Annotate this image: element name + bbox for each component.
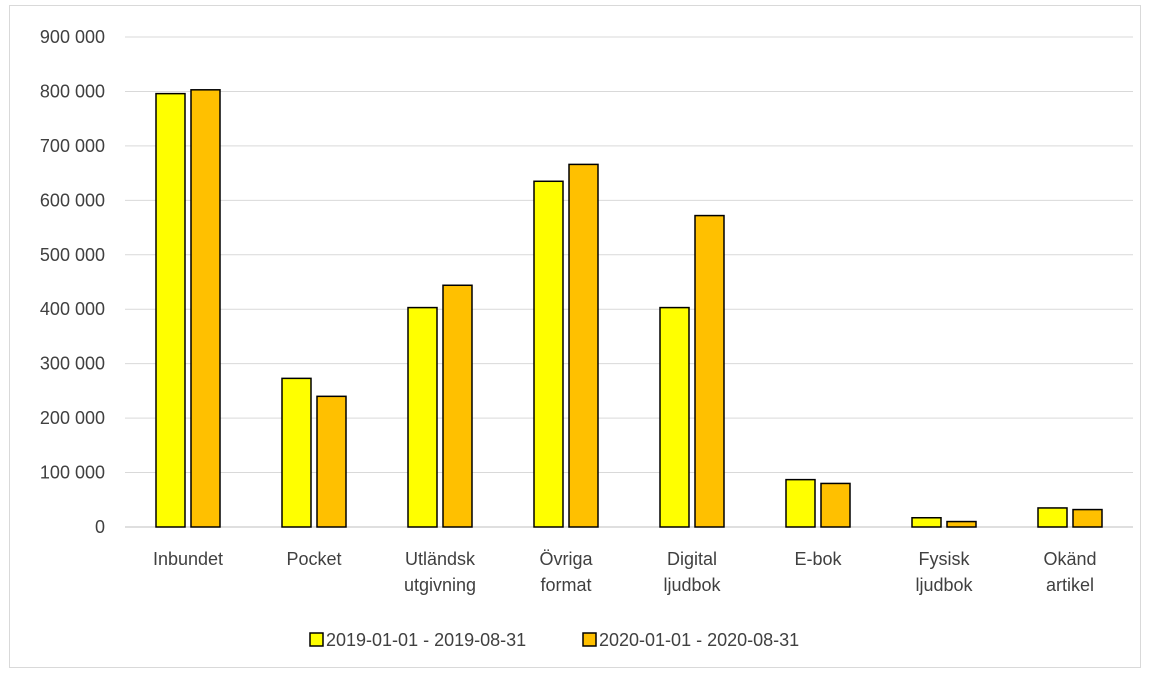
bar-2019 [911,516,942,528]
bar-2020 [694,214,725,528]
bar-2019 [155,92,186,528]
bar-2020 [1072,508,1103,528]
legend-label: 2019-01-01 - 2019-08-31 [326,630,526,650]
bar-2020 [442,284,473,528]
bar-2019 [281,377,312,528]
category-label: Utländsk [405,549,476,569]
category-label: Övriga [539,549,593,569]
category-label: Inbundet [153,549,223,569]
y-tick-label: 700 000 [40,136,105,156]
bar-2019 [1037,507,1068,528]
category-label: format [540,575,591,595]
bar-2019 [659,306,690,528]
category-label: Pocket [286,549,341,569]
legend-label: 2020-01-01 - 2020-08-31 [599,630,799,650]
legend-swatch [582,632,597,647]
y-tick-label: 300 000 [40,354,105,374]
y-tick-label: 0 [95,517,105,537]
y-tick-label: 900 000 [40,27,105,47]
bar-2019 [533,180,564,528]
y-tick-label: 600 000 [40,190,105,210]
category-label: E-bok [794,549,842,569]
y-tick-label: 400 000 [40,299,105,319]
category-label: Digital [667,549,717,569]
bar-2020 [568,163,599,528]
bar-2019 [785,478,816,528]
bar-2020 [946,520,977,528]
bar-2020 [190,89,221,528]
y-tick-label: 800 000 [40,81,105,101]
bar-2020 [316,395,347,528]
category-label: ljudbok [663,575,721,595]
bar-2020 [820,482,851,528]
y-tick-label: 200 000 [40,408,105,428]
y-tick-label: 100 000 [40,463,105,483]
category-label: Okänd [1043,549,1096,569]
category-label: Fysisk [919,549,971,569]
category-label: artikel [1046,575,1094,595]
y-tick-label: 500 000 [40,245,105,265]
legend-swatch [309,632,324,647]
bar-2019 [407,306,438,528]
category-label: ljudbok [915,575,973,595]
category-label: utgivning [404,575,476,595]
